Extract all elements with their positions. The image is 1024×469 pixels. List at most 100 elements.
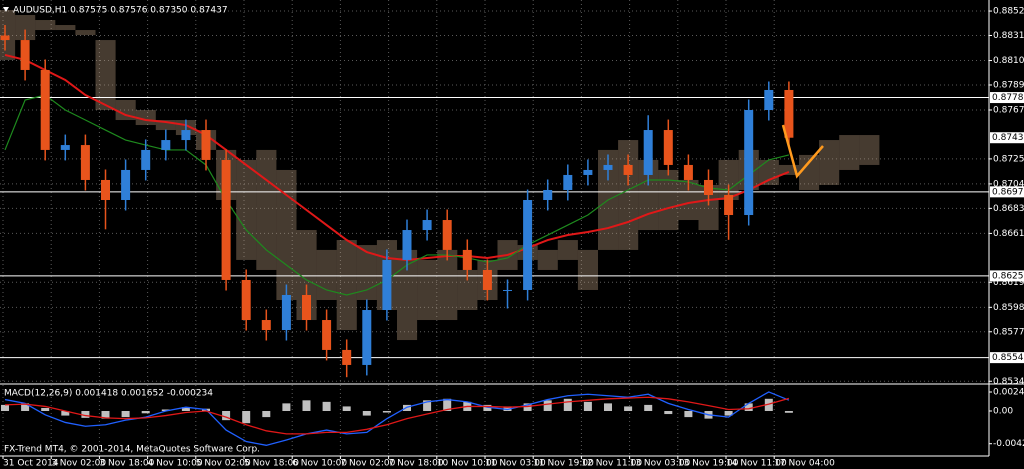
macd-histogram-bar (181, 407, 190, 412)
level-label-box (990, 352, 1024, 364)
cloud-strip (276, 169, 297, 300)
level-label: 0.87782 (992, 93, 1024, 103)
grid (0, 0, 989, 455)
symbol-menu-icon[interactable] (3, 7, 9, 12)
candle-body (60, 145, 70, 150)
levels (0, 97, 989, 359)
macd-y-tick-label: 0.00 (993, 407, 1013, 417)
cloud-strip (336, 240, 357, 331)
cloud-strip (819, 140, 840, 185)
x-tick-label: 31 Oct 2014 (3, 459, 59, 469)
cloud-strip (778, 164, 799, 175)
candle-body (40, 69, 50, 150)
candle-body (382, 259, 392, 311)
cloud-strip (75, 30, 96, 36)
macd-histogram-bar (242, 411, 251, 424)
chart-title: AUDUSD,H1 0.87575 0.87576 0.87350 0.8743… (13, 6, 228, 16)
x-tick-label: 3 Nov 18:00 (99, 459, 154, 469)
candle-body (20, 40, 30, 70)
x-tick-label: 7 Nov 18:00 (389, 459, 444, 469)
candle-body (683, 164, 693, 180)
macd-histogram-bar (423, 400, 432, 412)
candle-body (643, 130, 653, 175)
x-tick-label: 12 Nov 11:00 (581, 459, 642, 469)
copyright: FX-Trend MT4, © 2001-2014, MetaQuotes So… (4, 445, 260, 455)
cloud-strip (698, 184, 719, 231)
macd-histogram-bar (403, 404, 411, 412)
macd-histogram-bar (664, 411, 673, 415)
macd-panel (1, 391, 793, 446)
macd-histogram-bar (483, 404, 492, 412)
macd-histogram-bar (61, 411, 70, 416)
level-label: 0.85548 (992, 353, 1024, 363)
cloud-strip (316, 249, 337, 300)
cloud-strip (236, 159, 257, 260)
x-tick-label: 6 Nov 10:00 (292, 459, 347, 469)
x-tick-label: 7 Nov 02:00 (340, 459, 395, 469)
macd-histogram-bar (101, 411, 110, 419)
candle-body (322, 320, 332, 350)
cloud-strip (758, 159, 779, 185)
cloud-strip (15, 15, 36, 41)
candle-body (181, 130, 191, 141)
candle-body (362, 310, 372, 365)
cloud-strip (417, 259, 438, 321)
macd-histogram-bar (543, 400, 552, 412)
candle-body (281, 294, 291, 331)
y-tick-label: 0.85345 (993, 377, 1024, 387)
macd-histogram-bar (282, 403, 291, 412)
macd-histogram-bar (322, 401, 331, 412)
macd-histogram-bar (41, 407, 50, 412)
macd-histogram-bar (744, 403, 753, 412)
candle-body (583, 169, 593, 175)
x-tick-label: 13 Nov 03:00 (630, 459, 691, 469)
cloud-strip (799, 154, 820, 190)
macd-signal-line (4, 396, 790, 435)
y-tick-label: 0.86195 (993, 278, 1024, 288)
y-tick-label: 0.86615 (993, 229, 1024, 239)
cloud-strip (356, 245, 377, 300)
cloud-strip (859, 135, 880, 165)
y-tick-label: 0.88525 (993, 7, 1024, 17)
candle-body (482, 269, 492, 290)
candle-body (663, 130, 673, 165)
candle-body (302, 294, 311, 321)
macd-histogram-bar (222, 411, 231, 421)
annotation-arrow (781, 124, 824, 179)
macd-histogram-bar (121, 411, 130, 418)
macd-histogram-bar (503, 406, 512, 412)
lines (4, 53, 790, 296)
cloud-strip (457, 269, 478, 311)
x-tick-label: 10 Nov 10:00 (437, 459, 498, 469)
y-tick-label: 0.88315 (993, 31, 1024, 41)
candle-body (402, 230, 412, 260)
candle-body (121, 169, 131, 200)
macd-histogram-bar (262, 411, 271, 418)
candle-body (161, 140, 171, 150)
macd-histogram-bar (443, 398, 452, 412)
macd-histogram-bar (81, 411, 90, 418)
candle-body (141, 149, 151, 170)
candle-body (744, 110, 754, 216)
candle-body (422, 220, 432, 231)
macd-histogram-bar (724, 411, 733, 416)
macd-y-tick-label: 0.002493 (993, 387, 1024, 397)
last-price-label: 0.87437 (992, 133, 1024, 143)
cloud-strip (557, 240, 578, 260)
candle-body (543, 189, 553, 200)
candle-body (563, 174, 573, 190)
cloud-strip (35, 20, 56, 31)
candle-body (503, 289, 512, 291)
cloud-strip (55, 25, 76, 31)
candle-body (784, 89, 794, 138)
cloud-strip (839, 135, 860, 170)
candle-body (603, 164, 613, 170)
